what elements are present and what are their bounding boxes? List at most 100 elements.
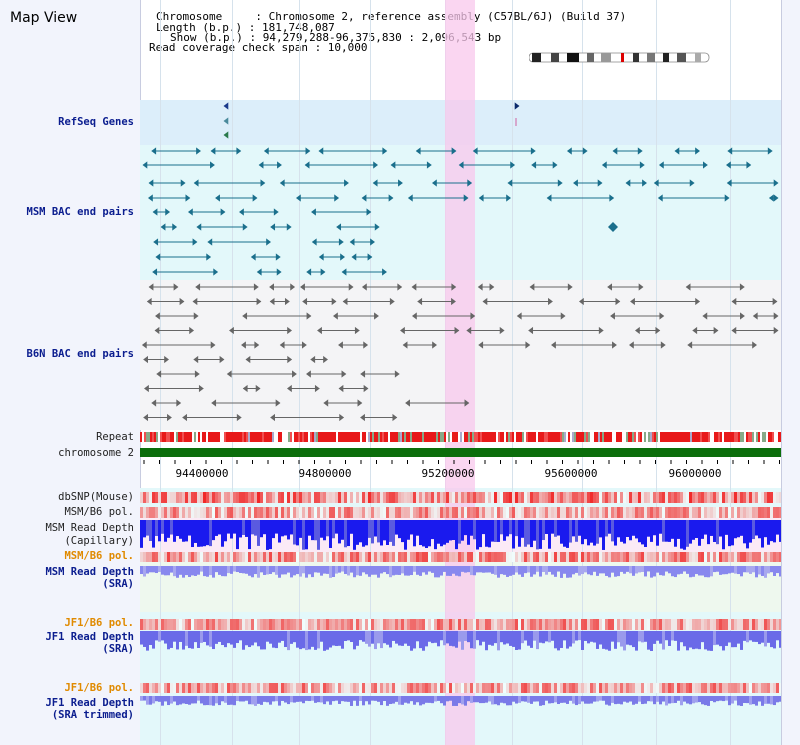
polymorphism-cell bbox=[395, 619, 398, 630]
polymorphism-cell bbox=[341, 492, 344, 503]
read-depth-bar bbox=[548, 696, 551, 704]
read-depth-bar bbox=[704, 520, 707, 535]
polymorphism-cell bbox=[626, 507, 629, 518]
read-depth-bar bbox=[620, 696, 623, 705]
repeat-segment bbox=[228, 432, 230, 442]
polymorphism-cell bbox=[209, 683, 212, 693]
polymorphism-cell bbox=[656, 552, 659, 562]
msm-bac-pair-end-icon bbox=[155, 253, 161, 261]
track-label-refseq[interactable]: RefSeq Genes bbox=[58, 116, 134, 128]
track-label-jf1-read-depth-sub: (SRA) bbox=[102, 643, 134, 655]
repeat-segment bbox=[394, 432, 396, 442]
repeat-segment bbox=[148, 432, 150, 442]
b6n-bac-pair-end-icon bbox=[306, 370, 311, 378]
polymorphism-cell bbox=[200, 507, 203, 518]
read-depth-bar bbox=[545, 566, 548, 575]
polymorphism-cell bbox=[698, 619, 701, 630]
polymorphism-cell bbox=[611, 552, 614, 562]
polymorphism-cell bbox=[140, 552, 143, 562]
polymorphism-cell bbox=[476, 507, 479, 518]
polymorphism-cell bbox=[245, 619, 248, 630]
polymorphism-cell bbox=[611, 683, 614, 693]
chromosome-ideogram-icon[interactable] bbox=[529, 51, 713, 65]
b6n-bac-pair-end-icon bbox=[241, 341, 246, 349]
repeat-segment bbox=[532, 432, 534, 442]
read-depth-bar bbox=[707, 566, 710, 578]
repeat-segment bbox=[706, 432, 708, 442]
read-depth-bar bbox=[521, 696, 524, 702]
polymorphism-cell bbox=[650, 552, 653, 562]
polymorphism-cell bbox=[557, 507, 560, 518]
polymorphism-cell bbox=[680, 683, 683, 693]
polymorphism-cell bbox=[527, 552, 530, 562]
polymorphism-cell bbox=[257, 507, 260, 518]
repeat-segment bbox=[476, 432, 478, 442]
polymorphism-cell bbox=[644, 492, 647, 503]
polymorphism-cell bbox=[269, 683, 272, 693]
b6n-bac-pair-end-icon bbox=[144, 384, 149, 393]
track-label-dbsnp[interactable]: dbSNP(Mouse) bbox=[58, 491, 134, 503]
track-label-msm-b6-pol-sra[interactable]: MSM/B6 pol. bbox=[64, 550, 134, 562]
read-depth-bar bbox=[605, 696, 608, 705]
track-label-b6n-bac[interactable]: B6N BAC end pairs bbox=[26, 348, 134, 360]
polymorphism-cell bbox=[680, 619, 683, 630]
b6n-bac-pair-end-icon bbox=[752, 312, 758, 320]
track-label-msm-read-depth-cap[interactable]: MSM Read Depth bbox=[45, 522, 134, 534]
track-label-jf1-read-depth[interactable]: JF1 Read Depth bbox=[45, 631, 134, 643]
polymorphism-cell bbox=[485, 683, 488, 693]
polymorphism-cell bbox=[734, 619, 737, 630]
track-label-msm-b6-pol[interactable]: MSM/B6 pol. bbox=[64, 506, 134, 518]
b6n-bac-pair-end-icon bbox=[143, 355, 149, 364]
polymorphism-cell bbox=[608, 552, 611, 562]
polymorphism-cell bbox=[374, 492, 377, 503]
polymorphism-cell bbox=[686, 492, 689, 503]
polymorphism-cell bbox=[749, 552, 752, 562]
polymorphism-cell bbox=[179, 552, 182, 562]
polymorphism-cell bbox=[155, 492, 158, 503]
read-depth-bar bbox=[623, 566, 626, 574]
polymorphism-cell bbox=[359, 507, 362, 518]
read-depth-bar bbox=[503, 520, 506, 541]
repeat-segment bbox=[408, 432, 410, 442]
polymorphism-cell bbox=[203, 683, 206, 693]
repeat-segment bbox=[386, 432, 388, 442]
polymorphism-cell bbox=[659, 507, 662, 518]
polymorphism-cell bbox=[257, 683, 260, 693]
msm-bac-pair-end-icon bbox=[273, 208, 279, 216]
repeat-segment bbox=[412, 432, 414, 442]
repeat-segment bbox=[368, 432, 370, 442]
polymorphism-cell bbox=[581, 492, 584, 503]
track-label-jf1-b6-pol[interactable]: JF1/B6 pol. bbox=[64, 617, 134, 629]
read-depth-bar bbox=[449, 631, 452, 646]
polymorphism-cell bbox=[635, 507, 638, 518]
read-depth-bar bbox=[428, 696, 431, 703]
read-depth-bar bbox=[362, 566, 365, 573]
msm-bac-pair-end-icon bbox=[388, 194, 394, 202]
track-label-jf1-b6-pol-trim[interactable]: JF1/B6 pol. bbox=[64, 682, 134, 694]
read-depth-bar bbox=[635, 631, 638, 651]
track-label-msm-bac[interactable]: MSM BAC end pairs bbox=[26, 206, 134, 218]
polymorphism-cell bbox=[671, 683, 674, 693]
read-depth-bar bbox=[302, 520, 305, 550]
polymorphism-cell bbox=[689, 507, 692, 518]
b6n-bac-pair-end-icon bbox=[612, 341, 617, 349]
read-depth-bar bbox=[728, 566, 731, 574]
polymorphism-cell bbox=[734, 507, 737, 518]
read-depth-bar bbox=[653, 566, 656, 577]
read-depth-bar bbox=[515, 566, 518, 573]
polymorphism-cell bbox=[383, 552, 386, 562]
read-depth-bar bbox=[170, 566, 173, 573]
repeat-segment bbox=[460, 432, 462, 442]
polymorphism-cell bbox=[368, 507, 371, 518]
repeat-segment bbox=[304, 432, 306, 442]
polymorphism-cell bbox=[437, 552, 440, 562]
read-depth-bar bbox=[371, 520, 374, 544]
read-depth-bar bbox=[419, 566, 422, 576]
repeat-segment bbox=[536, 432, 538, 442]
polymorphism-cell bbox=[779, 552, 781, 562]
b6n-bac-pair-end-icon bbox=[253, 283, 259, 291]
map-canvas[interactable]: 94400000 94800000 95200000 95600000 9600… bbox=[140, 0, 781, 745]
track-label-jf1-read-depth-trim[interactable]: JF1 Read Depth bbox=[45, 697, 134, 709]
polymorphism-cell bbox=[701, 552, 704, 562]
track-label-msm-read-depth-sra[interactable]: MSM Read Depth bbox=[45, 566, 134, 578]
